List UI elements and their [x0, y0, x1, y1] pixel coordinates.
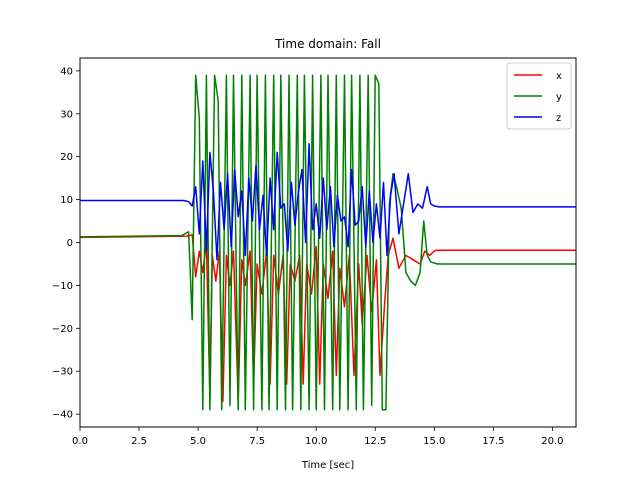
y-tick-label: 20	[60, 152, 73, 163]
x-tick-label: 20.0	[541, 436, 563, 447]
x-tick-label: 12.5	[364, 436, 386, 447]
x-tick-label: 2.5	[131, 436, 147, 447]
y-tick-label: −30	[52, 367, 73, 378]
legend: xyz	[506, 62, 572, 130]
legend-label-y: y	[556, 92, 562, 103]
series-line-y	[80, 74, 576, 411]
y-axis-ticks: 40 30 20 10 0 −10 −20 −30 −40	[52, 66, 80, 421]
x-tick-label: 17.5	[482, 436, 504, 447]
y-tick-label: 10	[60, 195, 73, 206]
y-tick-label: 40	[60, 66, 73, 77]
y-tick-label: 30	[60, 109, 73, 120]
chart-title: Time domain: Fall	[274, 37, 381, 51]
x-axis-ticks: 0.0 2.5 5.0 7.5 10.0 12.5 15.0 17.5 20.0	[72, 427, 564, 447]
x-tick-label: 10.0	[305, 436, 327, 447]
legend-label-x: x	[556, 71, 562, 82]
y-tick-label: −20	[52, 324, 73, 335]
legend-label-z: z	[556, 113, 561, 124]
y-tick-label: −10	[52, 281, 73, 292]
series-layer	[80, 74, 576, 411]
x-axis-title: Time [sec]	[301, 460, 354, 471]
x-tick-label: 7.5	[249, 436, 265, 447]
x-tick-label: 15.0	[423, 436, 445, 447]
x-tick-label: 5.0	[190, 436, 206, 447]
x-tick-label: 0.0	[72, 436, 88, 447]
series-line-z	[80, 143, 576, 261]
y-tick-label: −40	[52, 410, 73, 421]
y-tick-label: 0	[67, 238, 73, 249]
